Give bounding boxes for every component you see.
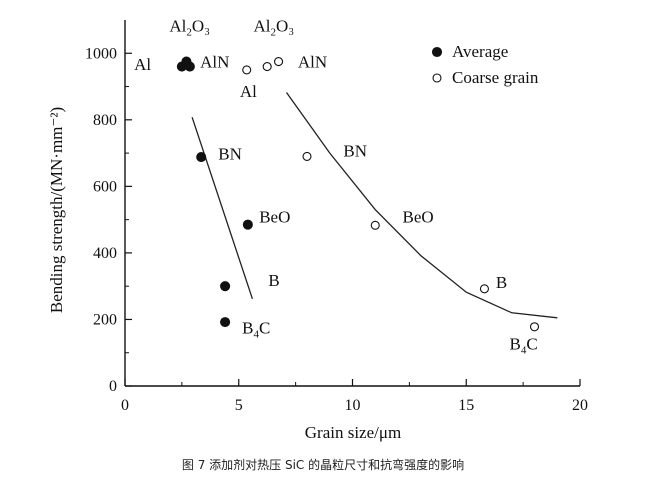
point-annotation: B <box>496 273 507 292</box>
coarse-trend-line <box>285 92 558 319</box>
point-annotation: AlN <box>298 53 327 72</box>
legend-marker <box>431 46 443 58</box>
x-tick-label: 5 <box>235 397 243 414</box>
point-annotation: Al2O₃ <box>254 17 295 39</box>
y-tick-label: 200 <box>93 311 117 328</box>
average-point <box>184 61 195 72</box>
point-annotation: Al <box>134 55 151 74</box>
coarse-grain-point <box>242 65 252 75</box>
point-annotation: Al2O₃ <box>169 17 210 39</box>
coarse-grain-point <box>529 322 540 332</box>
figure-caption: 图 7 添加剂对热压 SiC 的晶粒尺寸和抗弯强度的影响 <box>181 458 465 472</box>
x-tick-label: 0 <box>121 397 129 414</box>
point-annotation: BN <box>218 145 242 164</box>
average-point <box>242 219 253 230</box>
coarse-grain-point <box>262 62 272 72</box>
y-tick-label: 600 <box>93 178 117 195</box>
data-points <box>176 56 540 332</box>
point-annotation: Al <box>240 82 257 101</box>
coarse-grain-point <box>274 57 284 67</box>
y-tick-label: 400 <box>93 245 117 262</box>
legend-label: Average <box>452 42 508 61</box>
point-annotation: B <box>268 271 279 290</box>
point-annotation: B4C <box>509 334 537 356</box>
coarse-grain-point <box>479 284 490 294</box>
point-annotation: BeO <box>259 207 290 226</box>
y-tick-label: 0 <box>109 378 117 395</box>
y-tick-label: 1000 <box>85 45 117 62</box>
y-axis-label: Bending strength/(MN·mm⁻²) <box>47 107 66 313</box>
x-tick-label: 20 <box>572 397 588 414</box>
average-point <box>196 152 207 163</box>
legend: Average Coarse grain <box>431 42 539 87</box>
point-annotation: B4C <box>242 318 270 340</box>
x-tick-label: 15 <box>458 397 474 414</box>
trend-lines <box>191 92 558 319</box>
point-annotation: BN <box>343 141 367 160</box>
point-annotation: BeO <box>403 207 434 226</box>
x-axis-label: Grain size/μm <box>305 423 401 442</box>
coarse-grain-point <box>370 220 380 230</box>
y-tick-label: 800 <box>93 112 117 129</box>
average-point <box>220 281 231 292</box>
x-tick-label: 10 <box>345 397 361 414</box>
legend-marker <box>432 73 442 83</box>
legend-label: Coarse grain <box>452 68 539 87</box>
average-trend-line <box>191 116 254 300</box>
average-point <box>220 317 231 328</box>
coarse-grain-point <box>302 151 312 161</box>
point-annotation: AlN <box>200 53 229 72</box>
